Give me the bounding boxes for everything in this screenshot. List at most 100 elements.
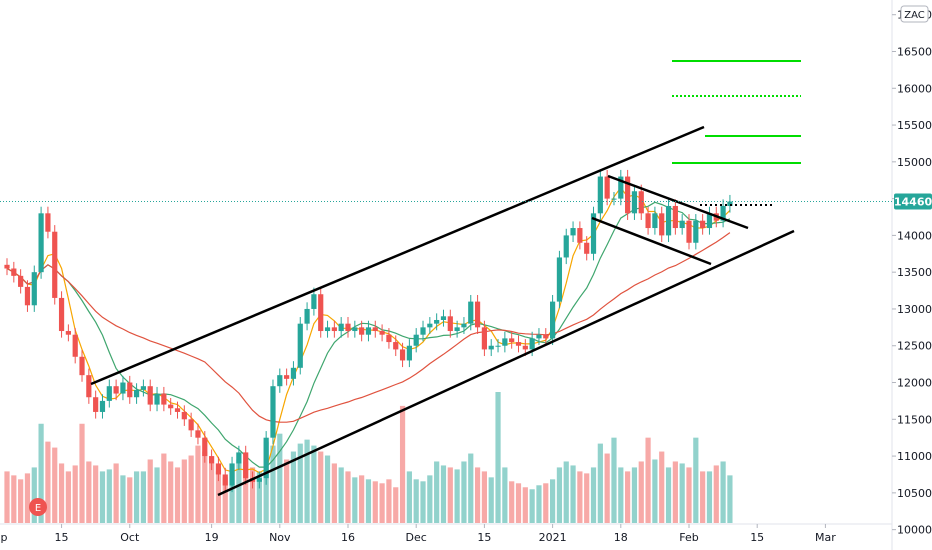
volume-bar <box>584 473 590 523</box>
volume-bar <box>468 453 474 523</box>
volume-bar <box>536 485 542 523</box>
volume-bar <box>106 469 112 523</box>
candle-body <box>277 375 283 387</box>
candle-body <box>509 338 515 343</box>
volume-bar <box>679 463 685 523</box>
volume-bar <box>365 479 372 523</box>
candle-body <box>502 338 508 346</box>
volume-bar <box>195 445 201 523</box>
volume-bar <box>99 471 106 523</box>
candle-body <box>174 408 181 412</box>
earnings-marker-label[interactable]: E <box>35 503 41 514</box>
volume-bar <box>638 461 644 523</box>
volume-bar <box>318 451 324 523</box>
volume-bar <box>570 465 576 523</box>
volume-bar <box>597 443 603 523</box>
volume-bar <box>502 467 508 523</box>
y-tick-label: 14000 <box>897 229 932 242</box>
candle-body <box>331 327 337 332</box>
candle-body <box>393 342 399 350</box>
candle-body <box>24 286 31 306</box>
candle-body <box>311 294 317 309</box>
volume-bar <box>120 475 126 523</box>
candle-body <box>11 268 17 276</box>
volume-bar <box>645 437 651 523</box>
candle-body <box>665 205 672 236</box>
volume-bar <box>331 463 337 523</box>
flag-lower-line <box>591 216 712 266</box>
volume-bar <box>256 471 262 523</box>
candle-body <box>359 327 365 335</box>
candle-body <box>631 191 638 214</box>
candle-body <box>243 452 249 479</box>
volume-bar <box>379 483 385 523</box>
volume-bar <box>4 471 10 523</box>
candle-body <box>324 327 331 332</box>
candle-body <box>161 393 167 405</box>
candle-body <box>536 334 542 339</box>
candle-body <box>686 220 692 243</box>
candle-body <box>120 382 126 394</box>
volume-bar <box>461 461 467 523</box>
candle-body <box>202 437 208 457</box>
candle-body <box>645 213 651 229</box>
y-tick-label: 11000 <box>897 450 932 463</box>
x-tick-label: 2021 <box>539 531 567 544</box>
candle-body <box>133 389 140 398</box>
volume-bar <box>618 467 624 523</box>
candle-body <box>577 228 583 243</box>
candle-body <box>72 334 78 357</box>
candle-body <box>345 323 351 332</box>
candle-body <box>86 375 92 398</box>
symbol-badge-box[interactable] <box>900 5 929 23</box>
candle-body <box>550 301 556 339</box>
volume-bar <box>556 467 563 523</box>
candle-body <box>222 474 228 486</box>
volume-bar <box>700 471 706 523</box>
volume-bar <box>147 459 153 523</box>
volume-bar <box>372 481 378 523</box>
y-tick-label: 15000 <box>897 156 932 169</box>
candle-body <box>570 228 576 236</box>
volume-bar <box>399 405 406 523</box>
volume-bar <box>161 453 167 523</box>
volume-bar <box>406 471 412 523</box>
candle-body <box>604 176 610 199</box>
volume-bar <box>604 453 610 523</box>
candle-body <box>168 404 174 409</box>
candle-body <box>488 345 494 350</box>
volume-bar <box>481 471 487 523</box>
candle-body <box>468 301 474 324</box>
candle-body <box>304 308 310 324</box>
candle-body <box>706 213 713 229</box>
volume-bar <box>522 487 528 523</box>
volume-bar <box>345 471 351 523</box>
candle-body <box>638 191 644 214</box>
earnings-marker[interactable] <box>29 498 47 516</box>
candle-body <box>352 327 358 332</box>
volume-bar <box>495 392 501 523</box>
volume-bar <box>625 471 631 523</box>
candle-body <box>140 386 146 390</box>
volume-bar <box>24 473 31 523</box>
candle-body <box>700 220 706 229</box>
volume-bar <box>359 475 365 523</box>
y-tick-label: 10500 <box>897 487 932 500</box>
channel-lower-line <box>217 229 795 497</box>
symbol-badge[interactable]: ZAC <box>904 10 925 21</box>
candle-body <box>195 430 201 438</box>
candle-body <box>659 213 665 236</box>
candle-body <box>427 323 433 328</box>
volume-bar <box>454 469 460 523</box>
candle-body <box>318 294 324 332</box>
candle-body <box>93 397 99 412</box>
x-tick-label: Dec <box>406 531 427 544</box>
y-tick-label: 10000 <box>897 524 932 537</box>
volume-bar <box>509 481 515 523</box>
volume-bar <box>154 467 160 523</box>
channel-upper-line <box>90 125 705 386</box>
volume-bar <box>113 463 119 523</box>
volume-bar <box>133 471 140 523</box>
candle-body <box>563 235 569 258</box>
